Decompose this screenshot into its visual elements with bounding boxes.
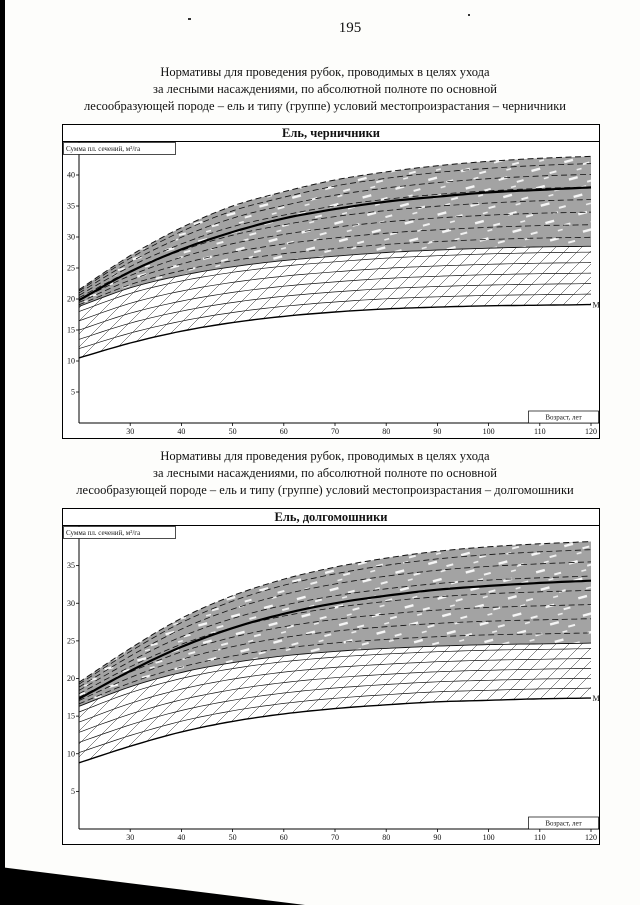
y-axis-label: Сумма пл. сечений, м²/га <box>66 529 141 537</box>
band-speckle-texture <box>79 541 591 707</box>
y-tick-label: 25 <box>67 264 75 273</box>
dashed-isoline <box>78 632 591 705</box>
scan-edge-artifact <box>0 867 305 905</box>
x-axis-label-box <box>528 410 599 424</box>
upper-boundary-curve <box>78 155 592 291</box>
chart-plot-area: М 30 40 50 60 70 80 90 100 110 120 5 10 15 20 25 30 35 Сум… <box>63 526 600 844</box>
chart-svg: М 30 40 50 60 70 80 90 100 110 120 5 10 15 20 25 30 35 40 С… <box>63 142 600 436</box>
fan-isoline <box>78 293 591 349</box>
y-tick-label: 35 <box>67 561 75 570</box>
caption-line: Нормативы для проведения рубок, проводим… <box>160 65 490 79</box>
chart-svg: М 30 40 50 60 70 80 90 100 110 120 5 10 15 20 25 30 35 Сум… <box>63 526 600 842</box>
scan-edge-artifact <box>0 0 5 905</box>
fan-isoline <box>78 272 592 331</box>
chart-box-chernichniki: Ель, черничники М 30 40 50 60 70 80 90 100 110 120… <box>62 124 600 439</box>
chart-title: Ель, черничники <box>63 125 599 142</box>
scan-speck <box>188 18 191 20</box>
caption-line: лесообразующей породе – ель и типу (груп… <box>76 483 574 497</box>
y-tick-label: 35 <box>67 202 75 211</box>
y-tick-label: 15 <box>67 712 75 721</box>
fan-isoline <box>78 677 591 743</box>
x-tick-label: 90 <box>433 427 441 436</box>
dashed-isoline <box>78 199 591 299</box>
scan-speck <box>468 14 470 16</box>
y-tick-label: 30 <box>67 599 75 608</box>
y-tick-label: 20 <box>67 295 75 304</box>
caption-chernichniki: Нормативы для проведения рубок, проводим… <box>35 64 615 115</box>
chart-title: Ель, долгомошники <box>63 509 599 526</box>
x-tick-label: 110 <box>534 833 546 842</box>
x-tick-label: 110 <box>534 427 546 436</box>
y-tick-label: 15 <box>67 326 75 335</box>
caption-line: лесообразующей породе – ель и типу (груп… <box>84 99 566 113</box>
band-speckle-texture <box>79 156 591 307</box>
dashed-isoline <box>78 211 592 301</box>
dashed-isoline <box>78 604 592 698</box>
x-tick-label: 120 <box>585 833 597 842</box>
dashed-isoline <box>78 174 592 294</box>
y-tick-label: 10 <box>67 749 75 758</box>
y-tick-label: 25 <box>67 636 75 645</box>
chart-box-dolgomoshniki: Ель, долгомошники М 30 40 50 60 70 80 90 100 110 1… <box>62 508 600 845</box>
m-curve <box>78 697 591 764</box>
dashed-isoline <box>78 186 592 296</box>
caption-line: за лесными насаждениями, по абсолютной п… <box>153 82 497 96</box>
x-tick-label: 80 <box>382 427 390 436</box>
dashed-isoline <box>78 561 592 688</box>
y-tick-label: 5 <box>71 787 75 796</box>
fan-isoline <box>78 262 592 322</box>
page-number: 195 <box>338 20 362 36</box>
fan-isoline <box>78 658 592 723</box>
fan-isoline <box>78 668 592 733</box>
y-axis-label: Сумма пл. сечений, м²/га <box>66 145 141 153</box>
band-lower-boundary-curve <box>78 642 592 707</box>
fan-isoline <box>78 251 592 312</box>
fan-isoline <box>78 687 591 753</box>
y-tick-label: 5 <box>71 388 75 397</box>
chart-plot-area: М 30 40 50 60 70 80 90 100 110 120 5 10 15 20 25 30 35 40 С… <box>63 142 600 438</box>
x-tick-label: 30 <box>126 427 134 436</box>
caption-line: Нормативы для проведения рубок, проводим… <box>160 449 490 463</box>
y-axis-label-box <box>63 526 176 539</box>
x-tick-label: 50 <box>229 833 237 842</box>
dashed-isoline <box>78 549 592 685</box>
main-curve <box>78 186 592 302</box>
caption-line: за лесными насаждениями, по абсолютной п… <box>153 466 497 480</box>
y-tick-label: 10 <box>67 357 75 366</box>
y-axis-label-box <box>63 142 176 155</box>
m-curve-label: М <box>593 301 600 310</box>
x-tick-label: 70 <box>331 833 339 842</box>
x-tick-label: 90 <box>433 833 441 842</box>
x-tick-label: 100 <box>483 427 495 436</box>
band-lower-boundary-curve <box>78 245 591 307</box>
x-axis-label-box <box>528 816 599 830</box>
x-axis-label: Возраст, лет <box>545 820 581 828</box>
x-tick-label: 50 <box>229 427 237 436</box>
x-tick-label: 40 <box>177 427 185 436</box>
y-tick-label: 20 <box>67 674 75 683</box>
x-tick-label: 60 <box>280 833 288 842</box>
dashed-isoline <box>78 589 592 695</box>
main-curve <box>78 579 592 700</box>
x-tick-label: 60 <box>280 427 288 436</box>
x-tick-label: 120 <box>585 427 597 436</box>
dashed-isoline <box>78 575 592 691</box>
fan-isoline <box>78 283 591 340</box>
x-axis-label: Возраст, лет <box>545 414 581 422</box>
x-tick-label: 70 <box>331 427 339 436</box>
dashed-isoline <box>78 163 592 292</box>
x-tick-label: 80 <box>382 833 390 842</box>
y-tick-label: 30 <box>67 233 75 242</box>
caption-dolgomoshniki: Нормативы для проведения рубок, проводим… <box>35 448 615 499</box>
y-tick-label: 40 <box>67 171 75 180</box>
x-tick-label: 100 <box>483 833 495 842</box>
dashed-isoline <box>78 236 592 306</box>
x-tick-label: 30 <box>126 833 134 842</box>
m-curve-label: М <box>593 694 600 703</box>
m-curve <box>78 303 591 359</box>
x-tick-label: 40 <box>177 833 185 842</box>
dashed-isoline <box>78 618 591 701</box>
